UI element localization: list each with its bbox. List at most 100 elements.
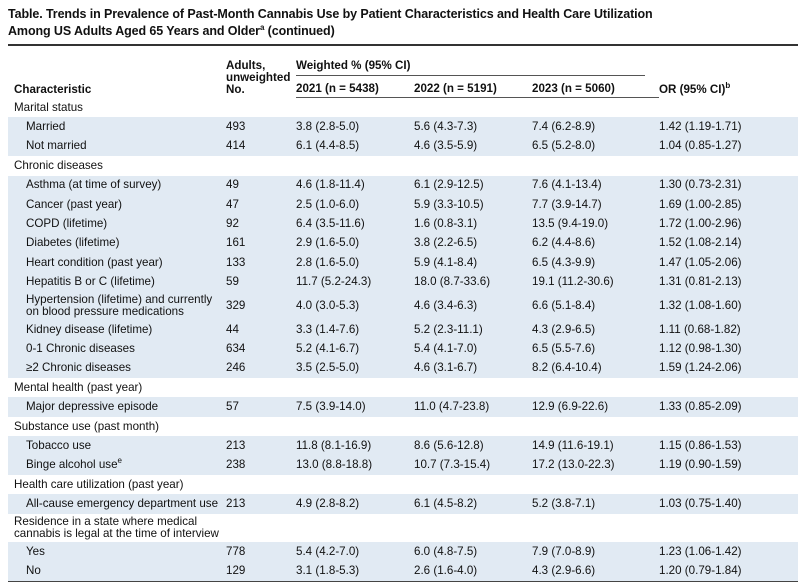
table-row: Asthma (at time of survey) 49 4.6 (1.8-11.…: [8, 175, 799, 195]
adults-count: 57: [226, 397, 296, 417]
value-2021: 3.8 (2.8-5.0): [296, 117, 414, 137]
row-label-line-1: Heart condition (past year): [26, 255, 163, 269]
row-label: No: [8, 561, 226, 582]
odds-ratio: 1.33 (0.85-2.09): [659, 397, 799, 417]
odds-ratio: 1.20 (0.79-1.84): [659, 561, 799, 582]
value-2021: 6.1 (4.4-8.5): [296, 136, 414, 157]
value-2023: 14.9 (11.6-19.1): [532, 436, 660, 456]
section-label: Mental health (past year): [8, 378, 799, 398]
value-2022: 10.7 (7.3-15.4): [414, 455, 532, 476]
row-footnote-marker: e: [117, 456, 122, 466]
row-label: ≥2 Chronic diseases: [8, 358, 226, 379]
odds-ratio: 1.47 (1.05-2.06): [659, 253, 799, 273]
row-label-line-1: Cancer (past year): [26, 197, 123, 211]
row-label-line-1: ≥2 Chronic diseases: [26, 361, 131, 375]
odds-ratio: 1.69 (1.00-2.85): [659, 194, 799, 215]
row-label-line-1: Married: [26, 120, 66, 134]
table-row: Heart condition (past year) 133 2.8 (1.6-5…: [8, 253, 799, 273]
section-label-line-1: Chronic diseases: [14, 158, 103, 172]
value-2021: 4.9 (2.8-8.2): [296, 494, 414, 514]
header-adults-line-3: No.: [226, 82, 245, 96]
row-label: Kidney disease (lifetime): [8, 319, 226, 340]
section-label-line-1: Residence in a state where medical: [14, 515, 198, 529]
section-label-line-2: cannabis is legal at the time of intervi…: [14, 526, 219, 540]
section-row: Residence in a state where medical cannab…: [8, 513, 799, 542]
adults-count: 161: [226, 233, 296, 254]
table-row: 0-1 Chronic diseases 634 5.2 (4.1-6.7) 5.4 …: [8, 339, 799, 359]
adults-count: 213: [226, 494, 296, 514]
adults-count: 246: [226, 358, 296, 379]
row-label: Cancer (past year): [8, 194, 226, 215]
table-row: Diabetes (lifetime) 161 2.9 (1.6-5.0) 3.8 (…: [8, 233, 799, 254]
table-row: Major depressive episode 57 7.5 (3.9-14.0)…: [8, 397, 799, 417]
table-row: Not married 414 6.1 (4.4-8.5) 4.6 (3.5-5.9)…: [8, 136, 799, 157]
data-table: Characteristic Adults, unweighted No. We…: [8, 44, 799, 582]
header-weighted: Weighted % (95% CI): [296, 60, 646, 76]
value-2021: 5.4 (4.2-7.0): [296, 541, 414, 562]
value-2021: 2.8 (1.6-5.0): [296, 253, 414, 273]
odds-ratio: 1.32 (1.08-1.60): [659, 291, 799, 320]
row-label: Married: [8, 117, 226, 137]
adults-count: 44: [226, 319, 296, 340]
value-2021: 11.7 (5.2-24.3): [296, 272, 414, 292]
value-2023: 7.6 (4.1-13.4): [532, 175, 660, 195]
value-2023: 12.9 (6.9-22.6): [532, 397, 660, 417]
row-label: Hypertension (lifetime) and currently on …: [8, 291, 226, 320]
value-2022: 6.1 (4.5-8.2): [414, 494, 532, 514]
row-label: Major depressive episode: [8, 397, 226, 417]
adults-count: 133: [226, 253, 296, 273]
row-label-line-1: COPD (lifetime): [26, 217, 108, 231]
odds-ratio: 1.59 (1.24-2.06): [659, 358, 799, 379]
value-2022: 18.0 (8.7-33.6): [414, 272, 532, 292]
odds-ratio: 1.23 (1.06-1.42): [659, 541, 799, 562]
table-body: Marital status Married 493 3.8 (2.8-5.0) 5.6…: [8, 97, 799, 582]
row-label: Diabetes (lifetime): [8, 233, 226, 254]
header-2021: 2021 (n = 5438): [296, 78, 414, 98]
header-or: OR (95% CI)b: [659, 44, 799, 98]
table-row: Cancer (past year) 47 2.5 (1.0-6.0) 5.9 (3.…: [8, 194, 799, 215]
value-2022: 8.6 (5.6-12.8): [414, 436, 532, 456]
header-weighted-group: Weighted % (95% CI): [296, 44, 660, 78]
row-label: Binge alcohol usee: [8, 455, 226, 476]
table-row: Binge alcohol usee 238 13.0 (8.8-18.8) 10.7…: [8, 455, 799, 476]
section-label-line-1: Substance use (past month): [14, 419, 160, 433]
value-2023: 4.3 (2.9-6.5): [532, 319, 660, 340]
adults-count: 92: [226, 214, 296, 234]
row-label-line-1: Diabetes (lifetime): [26, 236, 120, 250]
value-2021: 13.0 (8.8-18.8): [296, 455, 414, 476]
section-label: Chronic diseases: [8, 156, 799, 176]
value-2021: 6.4 (3.5-11.6): [296, 214, 414, 234]
value-2022: 4.6 (3.4-6.3): [414, 291, 532, 320]
value-2022: 2.6 (1.6-4.0): [414, 561, 532, 582]
value-2023: 13.5 (9.4-19.0): [532, 214, 660, 234]
value-2022: 4.6 (3.5-5.9): [414, 136, 532, 157]
value-2022: 11.0 (4.7-23.8): [414, 397, 532, 417]
row-label: Not married: [8, 136, 226, 157]
header-or-label: OR (95% CI): [659, 82, 726, 96]
row-label-line-1: Hypertension (lifetime) and currently: [26, 293, 213, 307]
value-2022: 4.6 (3.1-6.7): [414, 358, 532, 379]
odds-ratio: 1.19 (0.90-1.59): [659, 455, 799, 476]
table-row: No 129 3.1 (1.8-5.3) 2.6 (1.6-4.0) 4.3 (2.9-…: [8, 561, 799, 582]
value-2021: 5.2 (4.1-6.7): [296, 339, 414, 359]
table-row: Hepatitis B or C (lifetime) 59 11.7 (5.2-2…: [8, 272, 799, 292]
odds-ratio: 1.03 (0.75-1.40): [659, 494, 799, 514]
section-label-line-1: Health care utilization (past year): [14, 477, 184, 491]
table-row: All-cause emergency department use 213 4.9…: [8, 494, 799, 514]
odds-ratio: 1.15 (0.86-1.53): [659, 436, 799, 456]
table-title: Table. Trends in Prevalence of Past-Mont…: [8, 6, 798, 40]
row-label-line-1: Hepatitis B or C (lifetime): [26, 275, 155, 289]
value-2023: 7.4 (6.2-8.9): [532, 117, 660, 137]
value-2023: 6.5 (5.2-8.0): [532, 136, 660, 157]
table-row: COPD (lifetime) 92 6.4 (3.5-11.6) 1.6 (0.8-…: [8, 214, 799, 234]
value-2022: 6.1 (2.9-12.5): [414, 175, 532, 195]
value-2021: 2.9 (1.6-5.0): [296, 233, 414, 254]
adults-count: 414: [226, 136, 296, 157]
odds-ratio: 1.11 (0.68-1.82): [659, 319, 799, 340]
odds-ratio: 1.31 (0.81-2.13): [659, 272, 799, 292]
adults-count: 47: [226, 194, 296, 215]
row-label-line-1: Asthma (at time of survey): [26, 178, 162, 192]
row-label: Heart condition (past year): [8, 253, 226, 273]
row-label-line-1: Kidney disease (lifetime): [26, 322, 153, 336]
